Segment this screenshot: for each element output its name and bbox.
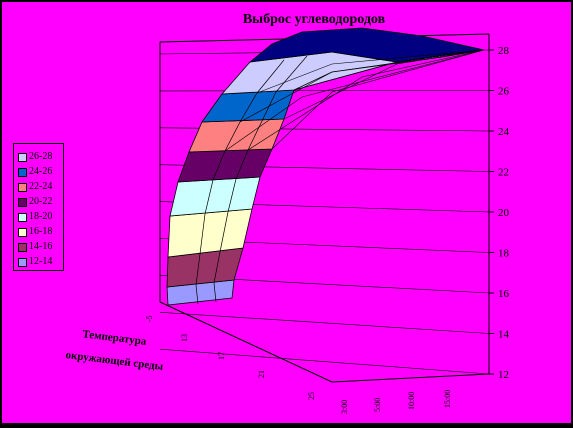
z-tick-label: 20 (498, 207, 510, 219)
legend-label: 20-22 (29, 195, 52, 209)
x-tick-label: -5 (145, 315, 154, 322)
legend-item: 24-26 (18, 165, 64, 179)
legend-swatch (18, 213, 27, 222)
legend-swatch (18, 228, 27, 237)
x-tick-label: 21 (257, 370, 266, 378)
surface-band (189, 119, 284, 152)
legend-swatch (18, 198, 27, 207)
x-axis-title-line-2: окружающей среды (65, 349, 164, 373)
x-tick-label: 17 (217, 352, 226, 360)
floor-front-edge (332, 374, 489, 382)
z-tick-label: 24 (498, 126, 510, 138)
surface (167, 28, 484, 305)
x-axis-title: Температура окружающей среды (65, 328, 164, 373)
chart-svg: Выброс углеводородов 121416182022242628 … (2, 2, 571, 423)
y-tick-label: 15:00 (443, 390, 452, 408)
x-tick-label: 13 (180, 334, 189, 342)
y-axis-ticks: 3:00 5:00 10:00 15:00 (340, 390, 452, 414)
y-tick-label: 3:00 (340, 400, 349, 414)
x-tick-label: 25 (307, 392, 316, 400)
y-tick-label: 10:00 (407, 392, 416, 410)
legend-swatch (18, 183, 27, 192)
z-tick-label: 22 (498, 167, 509, 179)
legend-item: 18-20 (18, 210, 64, 224)
legend-swatch (18, 168, 27, 177)
legend-swatch (18, 153, 27, 162)
legend-label: 14-16 (29, 240, 52, 254)
z-tick-label: 28 (498, 45, 510, 57)
legend-label: 24-26 (29, 165, 52, 179)
z-tick-label: 14 (498, 329, 510, 341)
surface-band (250, 28, 484, 62)
surface-band (178, 149, 272, 182)
legend-label: 12-14 (29, 255, 52, 269)
chart-title: Выброс углеводородов (243, 12, 386, 27)
x-axis-ticks: -5 13 17 21 25 (145, 315, 316, 400)
z-axis-ticks: 12 14 16 18 20 22 24 26 28 (489, 45, 510, 381)
legend-item: 20-22 (18, 195, 64, 209)
z-tick-label: 18 (498, 248, 510, 260)
y-tick-label: 5:00 (373, 398, 382, 412)
legend-item: 16-18 (18, 225, 64, 239)
x-axis-title-line-1: Температура (82, 328, 148, 348)
legend-label: 18-20 (29, 210, 52, 224)
legend-label: 22-24 (29, 180, 52, 194)
z-tick-label: 16 (498, 288, 510, 300)
gridline (160, 312, 489, 333)
legend-item: 22-24 (18, 180, 64, 194)
legend-item: 14-16 (18, 240, 64, 254)
gridline (160, 349, 489, 374)
legend-swatch (18, 243, 27, 252)
legend-item: 26-28 (18, 150, 64, 164)
legend-label: 26-28 (29, 150, 52, 164)
z-tick-label: 12 (498, 369, 509, 381)
surface-band (202, 90, 294, 122)
z-tick-label: 26 (498, 86, 510, 98)
legend-swatch (18, 258, 27, 267)
legend-item: 12-14 (18, 255, 64, 269)
legend-label: 16-18 (29, 225, 52, 239)
